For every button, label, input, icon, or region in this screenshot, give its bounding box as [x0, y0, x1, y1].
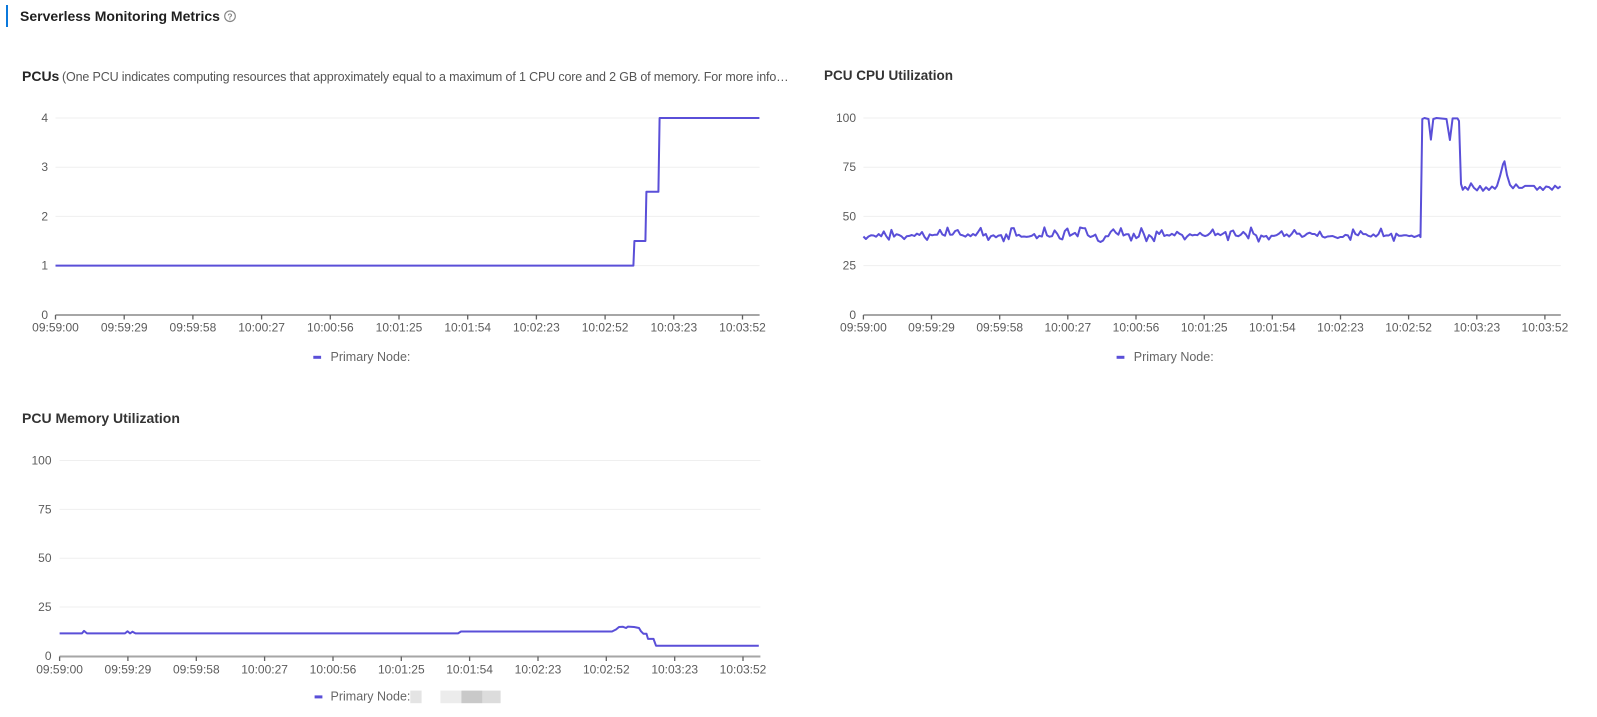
svg-text:10:02:52: 10:02:52	[1385, 321, 1432, 335]
svg-text:Primary Node:: Primary Node:	[1134, 350, 1214, 364]
svg-text:09:59:58: 09:59:58	[173, 663, 220, 677]
svg-text:10:02:23: 10:02:23	[513, 321, 560, 335]
svg-text:09:59:00: 09:59:00	[32, 321, 79, 335]
svg-text:09:59:00: 09:59:00	[840, 321, 887, 335]
svg-text:10:00:27: 10:00:27	[241, 663, 288, 677]
svg-text:2: 2	[41, 209, 48, 223]
svg-text:10:03:52: 10:03:52	[720, 663, 767, 677]
svg-text:0: 0	[849, 308, 856, 322]
svg-text:Primary Node:: Primary Node:	[331, 690, 411, 704]
svg-text:?: ?	[227, 12, 232, 22]
svg-text:10:03:23: 10:03:23	[650, 321, 697, 335]
svg-text:09:59:58: 09:59:58	[170, 321, 217, 335]
svg-text:10:01:54: 10:01:54	[444, 321, 491, 335]
svg-text:75: 75	[38, 502, 52, 516]
svg-text:10:02:52: 10:02:52	[583, 663, 630, 677]
svg-text:10:00:56: 10:00:56	[307, 321, 354, 335]
svg-text:1: 1	[41, 259, 48, 273]
svg-text:10:01:54: 10:01:54	[446, 663, 493, 677]
svg-text:75: 75	[843, 160, 857, 174]
svg-text:0: 0	[45, 649, 52, 663]
svg-text:4: 4	[41, 111, 48, 125]
svg-text:10:00:27: 10:00:27	[1044, 321, 1091, 335]
svg-text:0: 0	[41, 308, 48, 322]
svg-text:09:59:29: 09:59:29	[101, 321, 148, 335]
svg-text:25: 25	[38, 600, 52, 614]
svg-text:10:02:23: 10:02:23	[515, 663, 562, 677]
svg-text:09:59:58: 09:59:58	[976, 321, 1023, 335]
svg-text:3: 3	[41, 160, 48, 174]
svg-text:10:01:25: 10:01:25	[376, 321, 423, 335]
svg-text:10:03:23: 10:03:23	[651, 663, 698, 677]
svg-text:10:03:52: 10:03:52	[1522, 321, 1569, 335]
svg-text:50: 50	[843, 209, 857, 223]
svg-text:10:03:23: 10:03:23	[1453, 321, 1500, 335]
svg-text:10:01:54: 10:01:54	[1249, 321, 1296, 335]
svg-text:09:59:00: 09:59:00	[36, 663, 83, 677]
svg-text:10:02:23: 10:02:23	[1317, 321, 1364, 335]
svg-text:100: 100	[31, 454, 51, 468]
svg-text:10:02:52: 10:02:52	[582, 321, 629, 335]
svg-text:10:00:56: 10:00:56	[310, 663, 357, 677]
svg-text:100: 100	[836, 111, 856, 125]
svg-text:Primary Node:: Primary Node:	[331, 350, 411, 364]
svg-text:09:59:29: 09:59:29	[105, 663, 152, 677]
svg-text:50: 50	[38, 551, 52, 565]
svg-text:10:01:25: 10:01:25	[378, 663, 425, 677]
svg-text:10:03:52: 10:03:52	[719, 321, 766, 335]
svg-text:10:00:27: 10:00:27	[238, 321, 285, 335]
svg-text:10:00:56: 10:00:56	[1113, 321, 1160, 335]
svg-text:25: 25	[843, 259, 857, 273]
svg-text:09:59:29: 09:59:29	[908, 321, 955, 335]
svg-text:10:01:25: 10:01:25	[1181, 321, 1228, 335]
